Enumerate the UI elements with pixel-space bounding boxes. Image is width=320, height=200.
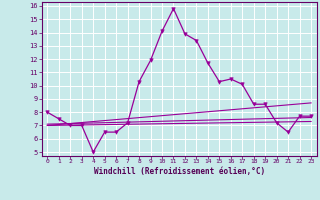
X-axis label: Windchill (Refroidissement éolien,°C): Windchill (Refroidissement éolien,°C) (94, 167, 265, 176)
